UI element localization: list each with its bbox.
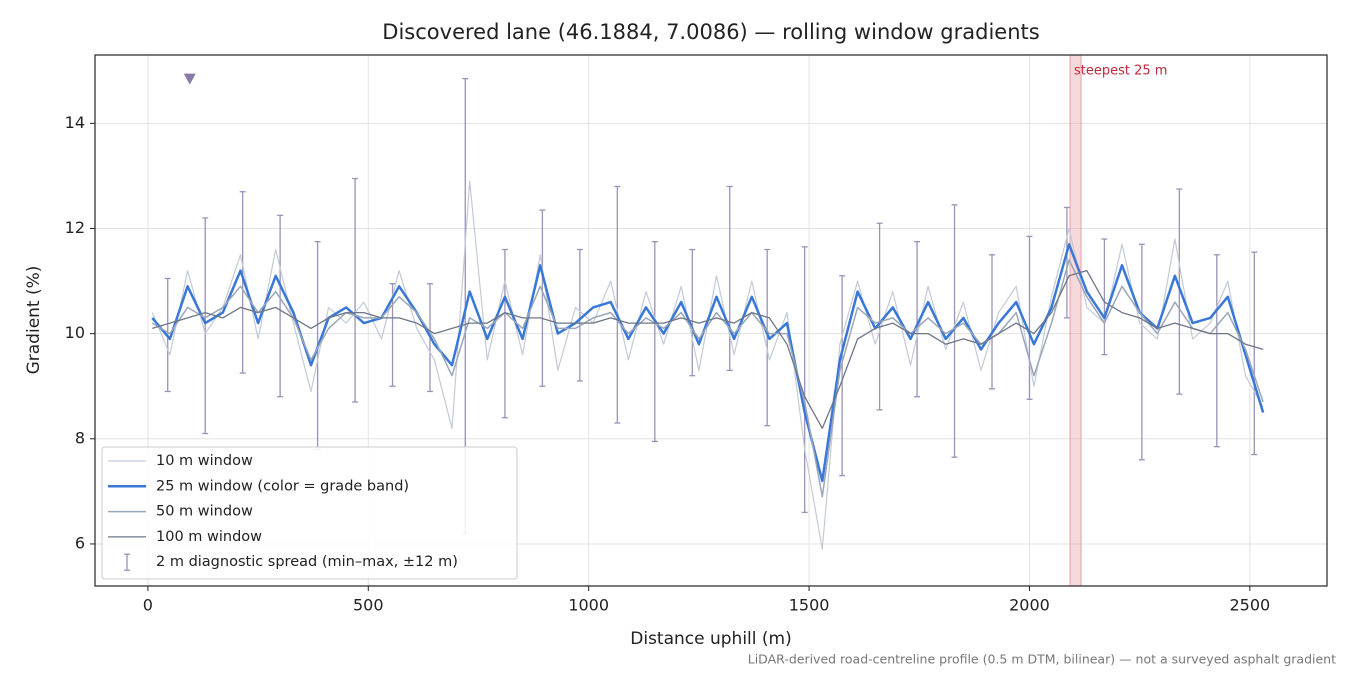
error-bar xyxy=(989,254,996,390)
error-bar xyxy=(576,248,583,382)
y-tick-label: 8 xyxy=(75,428,85,447)
axes-frame xyxy=(94,54,1328,587)
series-line xyxy=(151,243,1265,483)
error-bar xyxy=(689,248,696,377)
x-axis-label: Distance uphill (m) xyxy=(630,629,791,649)
error-bar xyxy=(239,191,246,374)
y-axis-label: Gradient (%) xyxy=(24,266,44,375)
error-bar xyxy=(202,217,209,435)
highlight-label: steepest 25 m xyxy=(1074,64,1167,79)
error-bar xyxy=(1138,243,1145,461)
series-line xyxy=(152,269,1264,429)
series-line xyxy=(151,259,1264,498)
marker xyxy=(183,73,196,85)
chart-title: Discovered lane (46.1884, 7.0086) — roll… xyxy=(382,20,1039,44)
y-tick-label: 12 xyxy=(65,218,85,237)
error-bar xyxy=(801,246,808,514)
x-tick-label: 1000 xyxy=(568,596,609,615)
highlight-band xyxy=(1069,54,1082,587)
legend-label: 2 m diagnostic spread (min–max, ±12 m) xyxy=(156,554,458,570)
error-bar xyxy=(1251,251,1258,456)
x-tick-label: 0 xyxy=(143,596,153,615)
y-tick-label: 14 xyxy=(65,113,85,132)
error-bar xyxy=(951,204,958,458)
x-tick-label: 2500 xyxy=(1230,596,1271,615)
x-tick-label: 500 xyxy=(353,596,384,615)
footnote: LiDAR-derived road-centreline profile (0… xyxy=(748,652,1336,667)
y-tick-label: 10 xyxy=(65,323,85,342)
error-bar xyxy=(352,177,359,403)
error-bar xyxy=(726,185,733,372)
error-bar xyxy=(651,240,658,443)
x-tick-label: 2000 xyxy=(1009,596,1050,615)
error-bar xyxy=(1101,238,1108,356)
error-bar xyxy=(1176,188,1183,395)
legend-label: 50 m window xyxy=(156,504,253,520)
error-bar xyxy=(839,275,846,477)
error-bar xyxy=(1026,235,1033,401)
error-bar xyxy=(277,214,284,398)
legend-label: 25 m window (color = grade band) xyxy=(156,478,409,494)
error-bar xyxy=(914,240,921,398)
x-tick-label: 1500 xyxy=(789,596,830,615)
error-bar xyxy=(614,185,621,424)
error-bar xyxy=(1213,254,1220,448)
plot-area xyxy=(151,78,1265,550)
error-bar xyxy=(1063,206,1070,319)
legend-box xyxy=(101,446,518,580)
error-bar xyxy=(764,248,771,427)
error-bar xyxy=(876,222,883,411)
y-tick-label: 6 xyxy=(75,533,85,552)
legend-label: 10 m window xyxy=(156,453,253,469)
error-bar xyxy=(389,283,396,387)
legend-label: 100 m window xyxy=(156,529,262,545)
error-bar xyxy=(501,248,508,419)
legend: 10 m window 25 m window (color = grade ba… xyxy=(101,446,518,580)
error-bar xyxy=(539,209,546,387)
